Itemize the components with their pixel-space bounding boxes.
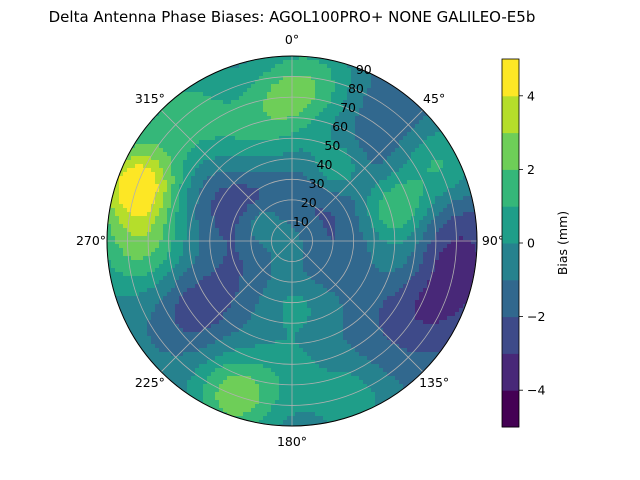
radial-tick-label: 70 <box>340 100 356 115</box>
angle-tick-label: 315° <box>135 91 165 106</box>
colorbar-tick-label: 2 <box>527 162 535 177</box>
colorbar-level <box>502 279 519 318</box>
colorbar-tick-label: 4 <box>527 88 535 103</box>
angular-gridline <box>160 240 293 373</box>
radial-tick-label: 50 <box>324 138 340 153</box>
colorbar-level <box>502 353 519 391</box>
colorbar-level <box>502 316 519 354</box>
colorbar-level <box>502 95 519 134</box>
angular-gridline <box>291 240 424 373</box>
plot-outline <box>106 55 478 427</box>
angle-tick-label: 135° <box>419 375 449 390</box>
colorbar-level <box>502 169 519 207</box>
colorbar-tick-label: 0 <box>527 236 535 251</box>
radial-tick-label: 90 <box>356 62 372 77</box>
radial-tick-labels: 10 20 30 40 50 60 70 80 90 <box>293 62 372 229</box>
radial-tick-label: 10 <box>293 214 309 229</box>
radial-tick-label: 80 <box>348 81 364 96</box>
angle-tick-label: 45° <box>423 91 445 106</box>
radial-tick-label: 40 <box>317 157 333 172</box>
radial-tick-label: 60 <box>332 119 348 134</box>
radial-tick-label: 30 <box>309 176 325 191</box>
colorbar-level <box>502 59 519 97</box>
angle-tick-label: 180° <box>277 434 307 449</box>
polar-grid <box>106 55 478 427</box>
colorbar-level <box>502 206 519 244</box>
colorbar: −4 −2 0 2 4 Bias (mm) <box>501 58 570 428</box>
angle-tick-label: 90° <box>482 233 504 248</box>
colorbar-label: Bias (mm) <box>555 211 570 275</box>
colorbar-level <box>502 243 519 281</box>
angular-gridline <box>291 109 424 242</box>
colorbar-tick-label: −4 <box>527 383 545 398</box>
colorbar-level <box>502 390 519 428</box>
angle-tick-label: 0° <box>285 32 299 47</box>
angle-tick-label: 270° <box>76 233 106 248</box>
radial-tick-label: 20 <box>301 195 317 210</box>
colorbar-level <box>502 132 519 170</box>
colorbar-tick-label: −2 <box>527 309 545 324</box>
chart-title: Delta Antenna Phase Biases: AGOL100PRO+ … <box>49 8 536 26</box>
angular-gridline <box>160 109 293 242</box>
contour-field <box>107 56 477 426</box>
angle-tick-label: 225° <box>135 375 165 390</box>
angle-tick-labels: 0° 45° 90° 135° 180° 225° 270° 315° <box>76 32 504 449</box>
